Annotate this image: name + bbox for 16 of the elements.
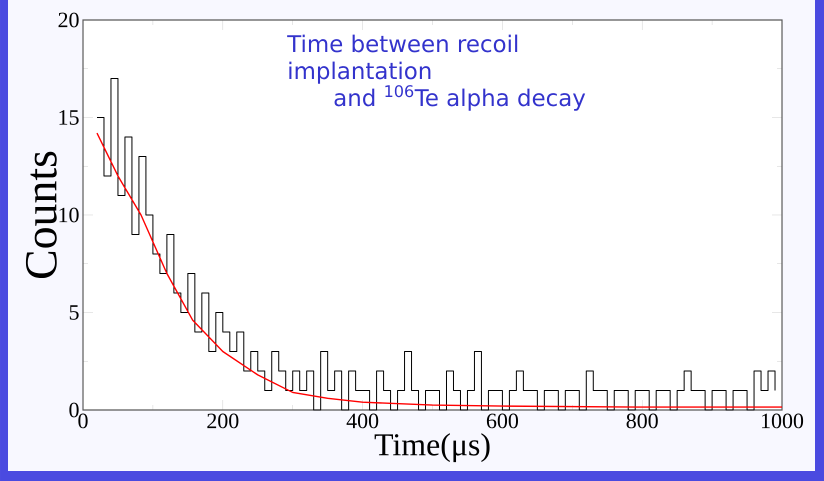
line-series xyxy=(96,132,783,408)
y-tick-label: 20 xyxy=(58,12,79,28)
y-tick-label: 10 xyxy=(59,208,79,222)
y-tick-label: 15 xyxy=(59,110,79,125)
x-tick-label: 800 xyxy=(626,414,658,428)
y-tick-label: 0 xyxy=(69,402,79,418)
annotation: and $^{106}$Te alpha decay xyxy=(334,85,586,111)
y-axis-title: Counts xyxy=(26,152,57,278)
x-tick-label: 400 xyxy=(346,414,378,428)
x-tick-label: 600 xyxy=(486,414,518,428)
annotation: implantation xyxy=(289,62,430,84)
x-axis-title: Time(μs) xyxy=(374,433,490,462)
x-tick-label: 200 xyxy=(207,414,238,428)
y-tick-label: 5 xyxy=(70,305,79,320)
x-tick-label: 1000 xyxy=(762,414,804,428)
annotation: Time between recoil xyxy=(287,34,518,52)
